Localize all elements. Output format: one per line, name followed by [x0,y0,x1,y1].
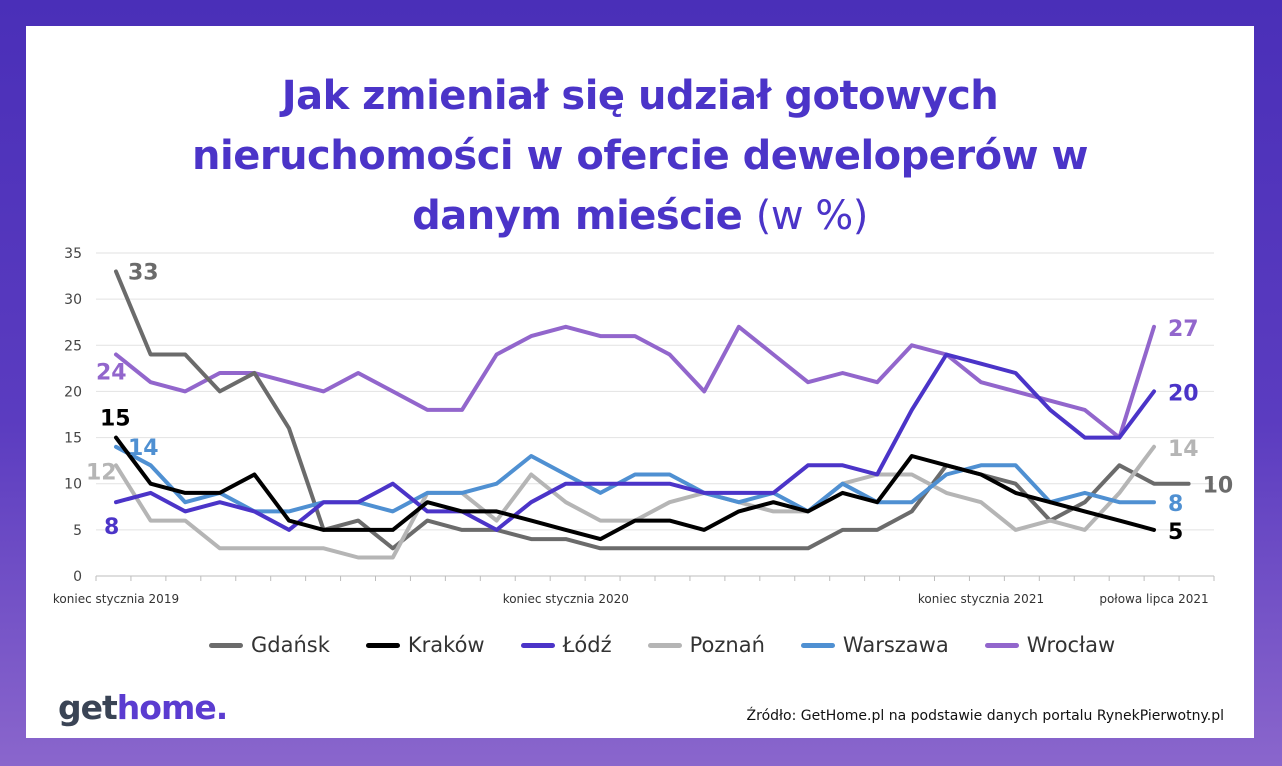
start-label-Gdańsk: 33 [128,260,159,285]
legend-swatch [209,642,243,648]
legend-item-Łódź: Łódź [520,633,612,657]
y-tick-label: 20 [64,384,82,400]
legend-label: Gdańsk [251,633,330,657]
legend: Gdańsk Kraków Łódź Poznań Warszawa Wrocław [209,633,1115,657]
title-line-3: danym mieście (w %) [412,193,869,239]
series-line-Łódź [114,352,1156,532]
x-axis: koniec stycznia 2019 koniec stycznia 2020… [53,576,1215,606]
source-note: Źródło: GetHome.pl na podstawie danych p… [746,708,1224,724]
start-label-Wrocław: 24 [96,361,127,386]
chart-title: Jak zmieniał się udział gotowych nieruch… [26,66,1254,246]
logo-part-2: home. [116,688,228,727]
y-tick-label: 35 [64,246,82,262]
chart-card: Jak zmieniał się udział gotowych nieruch… [26,26,1254,738]
series-line-Warszawa [114,444,1156,514]
end-label-Wrocław: 27 [1168,317,1199,342]
y-tick-label: 30 [64,292,82,308]
end-label-Kraków: 5 [1168,520,1183,545]
legend-item-Gdańsk: Gdańsk [209,633,330,657]
logo-part-1: get [58,688,118,727]
x-tick-label: koniec stycznia 2021 [918,592,1044,606]
legend-label: Kraków [407,633,485,657]
end-label-Gdańsk: 10 [1203,474,1234,499]
legend-label: Wrocław [1026,633,1116,657]
y-tick-label: 10 [64,477,82,493]
legend-swatch [365,642,400,648]
end-label-Warszawa: 8 [1168,492,1183,517]
end-label-Łódź: 20 [1168,381,1199,406]
legend-item-Poznań: Poznań [647,633,765,657]
start-label-Poznań: 12 [86,460,117,485]
start-label-Łódź: 8 [104,515,119,540]
legend-label: Łódź [562,633,612,657]
legend-item-Wrocław: Wrocław [984,633,1116,657]
y-tick-label: 15 [64,431,82,447]
title-line-1: Jak zmieniał się udział gotowych [281,73,999,119]
x-tick-label: koniec stycznia 2020 [503,592,629,606]
title-line-2: nieruchomości w ofercie deweloperów w [192,133,1088,179]
legend-item-Warszawa: Warszawa [800,633,949,657]
series-line-Gdańsk [114,269,1191,551]
data-labels: 33 10 15 5 8 20 12 14 14 8 24 27 [86,260,1233,544]
series-lines [114,269,1191,560]
y-tick-label: 5 [73,523,82,539]
gethome-logo: gethome. [58,688,228,727]
end-label-Poznań: 14 [1168,437,1199,462]
legend-swatch [984,642,1019,648]
legend-item-Kraków: Kraków [365,633,485,657]
y-tick-label: 0 [73,569,82,585]
y-axis: 0 5 10 15 20 25 30 35 [64,246,82,585]
start-label-Warszawa: 14 [128,436,159,461]
legend-swatch [800,642,835,648]
grid [96,252,1214,577]
x-tick-label: koniec stycznia 2019 [53,592,179,606]
legend-swatch [647,642,682,648]
y-tick-label: 25 [64,338,82,354]
x-tick-label: połowa lipca 2021 [1099,592,1208,606]
start-label-Kraków: 15 [100,407,131,432]
series-line-Kraków [114,435,1156,542]
legend-swatch [520,642,555,648]
legend-label: Poznań [689,633,765,657]
title-unit: (w %) [755,193,869,239]
legend-label: Warszawa [842,633,949,657]
series-line-Wrocław [114,324,1156,440]
